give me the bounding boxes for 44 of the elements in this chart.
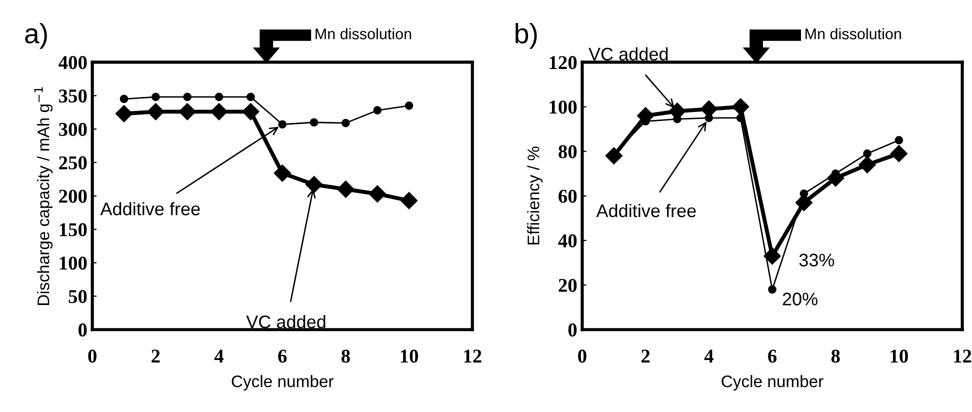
chart-title: b) xyxy=(516,23,537,49)
y-tick-label: 0 xyxy=(78,323,87,337)
y-tick-label: 400 xyxy=(58,56,87,70)
x-tick-label: 10 xyxy=(890,350,908,363)
y-axis-title: Discharge capacity / mAh g$^{−1}$ xyxy=(34,87,53,305)
chart-title: a) xyxy=(25,23,47,49)
x-tick-label: 0 xyxy=(578,350,586,363)
x-tick-label: 2 xyxy=(642,350,650,363)
x-axis-title: Cycle number xyxy=(232,375,334,391)
x-tick-label: 4 xyxy=(214,350,224,363)
y-tick-label: 100 xyxy=(60,256,87,270)
y-tick-label: 200 xyxy=(59,190,87,203)
x-tick-label: 4 xyxy=(704,350,714,363)
text: VC added xyxy=(588,47,668,61)
x-tick-label: 8 xyxy=(341,350,350,363)
y-tick-label: 350 xyxy=(59,89,87,103)
text: Additive free xyxy=(100,202,200,216)
x-tick-label: 10 xyxy=(400,350,418,363)
y-tick-label: 60 xyxy=(558,190,577,203)
annotation: 33% xyxy=(799,254,834,266)
x-tick-label: 12 xyxy=(464,350,482,363)
x-tick-label: 2 xyxy=(152,350,160,363)
x-tick-label: 6 xyxy=(768,350,777,363)
text: Mn dissolution xyxy=(806,28,901,40)
y-tick-label: 250 xyxy=(59,156,87,170)
y-tick-label: 120 xyxy=(550,56,577,70)
x-axis-title: Cycle number xyxy=(722,375,824,391)
y-tick-label: 150 xyxy=(60,223,87,236)
y-tick-label: 50 xyxy=(68,290,87,304)
x-tick-label: 0 xyxy=(88,350,96,363)
y-tick-label: 40 xyxy=(558,234,577,248)
y-tick-label: 20 xyxy=(558,278,577,292)
y-tick-label: 300 xyxy=(59,122,87,136)
text: Mn dissolution xyxy=(316,28,412,40)
y-axis-title: Efficiency / % xyxy=(527,146,543,244)
x-tick-label: 6 xyxy=(278,350,287,363)
y-tick-label: 80 xyxy=(558,145,577,158)
x-tick-label: 12 xyxy=(954,350,972,363)
y-tick-label: 100 xyxy=(550,100,577,114)
text: VC added xyxy=(246,315,326,328)
x-tick-label: 8 xyxy=(831,350,840,363)
text: Additive free xyxy=(596,204,696,218)
y-tick-label: 0 xyxy=(568,323,577,337)
annotation: 20% xyxy=(782,292,818,306)
